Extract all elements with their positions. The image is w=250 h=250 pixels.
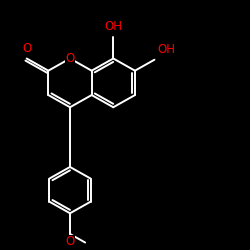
Text: O: O	[66, 52, 74, 65]
Text: OH: OH	[157, 43, 175, 56]
Text: O: O	[22, 42, 31, 55]
Text: O: O	[66, 235, 74, 248]
Text: OH: OH	[104, 20, 122, 33]
